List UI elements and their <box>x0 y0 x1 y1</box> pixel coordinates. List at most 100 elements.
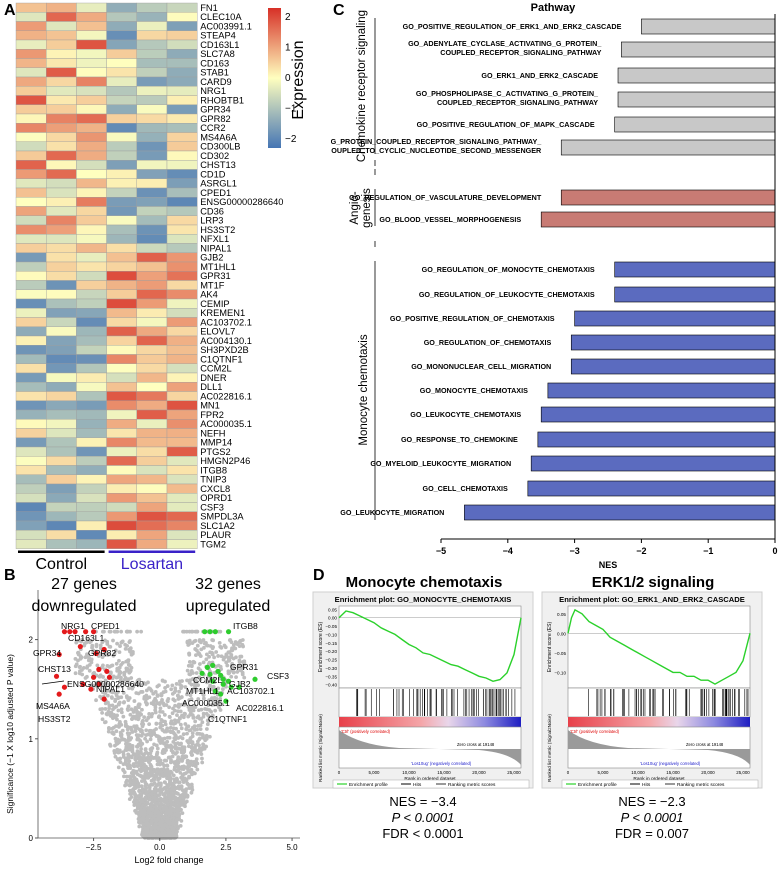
heatmap-cell <box>76 21 107 31</box>
heatmap-cell <box>166 234 198 244</box>
heatmap-cell <box>46 308 77 318</box>
heatmap-gene-label: AK4 <box>200 290 218 300</box>
heatmap-gene-label: NFXL1 <box>200 234 229 244</box>
volcano-point <box>129 665 134 670</box>
volcano-point <box>125 629 129 634</box>
volcano-down-point <box>83 629 89 635</box>
volcano-point <box>158 709 163 714</box>
volcano-point <box>165 808 170 813</box>
volcano-point <box>178 682 182 687</box>
volcano-point <box>90 643 95 648</box>
volcano-point <box>81 665 86 670</box>
volcano-point <box>177 716 182 720</box>
volcano-point <box>199 752 204 756</box>
heatmap-cell <box>136 289 168 300</box>
volcano-point <box>114 693 119 698</box>
volcano-up-label: AC022816.1 <box>236 703 284 713</box>
volcano-point <box>107 682 112 687</box>
rank-x-tick-label: 0 <box>338 770 341 775</box>
volcano-point <box>134 760 139 765</box>
volcano-point <box>139 769 144 773</box>
heatmap-cell <box>46 326 77 337</box>
volcano-point <box>138 682 142 687</box>
heatmap-cell <box>15 86 47 96</box>
volcano-down-label: CD163L1 <box>68 633 105 643</box>
volcano-point <box>158 819 163 824</box>
volcano-point <box>135 806 140 811</box>
volcano-point <box>135 629 140 634</box>
heatmap-cell <box>76 502 107 512</box>
volcano-point <box>137 705 141 710</box>
gsea-legend-box <box>561 779 759 789</box>
volcano-point <box>128 647 133 652</box>
heatmap-cell <box>166 372 198 383</box>
volcano-point <box>184 787 189 792</box>
heatmap-cell <box>46 511 77 522</box>
heatmap-cell <box>106 86 137 96</box>
heatmap-gene-label: CD163 <box>200 58 229 68</box>
heatmap-cell <box>166 289 198 300</box>
volcano-point <box>187 672 192 677</box>
volcano-point <box>117 740 122 745</box>
nes-bar <box>641 18 776 35</box>
volcano-point <box>130 790 134 795</box>
volcano-point <box>131 649 135 654</box>
volcano-point <box>94 644 99 649</box>
panel-letter-a: A <box>4 2 16 19</box>
volcano-point <box>231 642 236 647</box>
heatmap-cell <box>166 49 198 59</box>
heatmap-cell <box>46 261 77 272</box>
heatmap-cell <box>76 483 107 494</box>
volcano-point <box>127 779 132 784</box>
heatmap-cell <box>46 530 77 540</box>
volcano-point <box>152 742 156 747</box>
gsea-stat-line: P < 0.0001 <box>621 810 684 825</box>
heatmap-cell <box>106 317 137 327</box>
es-y-tick-label: 0.05 <box>557 612 566 617</box>
volcano-point <box>133 809 137 813</box>
volcano-point <box>191 687 196 692</box>
down-count-text: 27 genes <box>51 576 117 593</box>
volcano-point <box>220 687 225 691</box>
volcano-point <box>194 757 199 761</box>
volcano-down-label: GPR82 <box>88 648 116 658</box>
volcano-point <box>201 711 206 716</box>
volcano-point <box>151 789 156 794</box>
volcano-down-point <box>106 674 113 680</box>
volcano-point <box>176 817 181 822</box>
volcano-y-tick-label: 2 <box>29 636 34 645</box>
volcano-point <box>173 741 178 746</box>
volcano-point <box>240 642 245 647</box>
legend-hits-label: Hits <box>413 782 422 788</box>
heatmap-gene-label: TGM2 <box>200 539 226 549</box>
heatmap-gene-label: GJB2 <box>200 253 223 263</box>
heatmap-gene-label: STAB1 <box>200 68 229 78</box>
volcano-point <box>168 821 172 826</box>
volcano-point <box>105 693 110 698</box>
heatmap-cell <box>46 132 77 142</box>
volcano-y-tick-label: 1 <box>29 735 34 744</box>
heatmap-cell <box>136 419 168 429</box>
heatmap-cell <box>76 298 107 309</box>
heatmap-cell <box>15 150 47 161</box>
volcano-up-point <box>207 629 213 635</box>
heatmap-cell <box>46 150 77 161</box>
heatmap-cell <box>166 12 198 22</box>
es-y-tick-label: −0.10 <box>554 670 566 675</box>
heatmap-cell <box>15 132 47 142</box>
volcano-down-label: GPR34 <box>33 648 61 658</box>
volcano-point <box>218 696 223 701</box>
volcano-point <box>172 812 177 817</box>
volcano-point <box>128 712 133 717</box>
heatmap-gene-label: FPR2 <box>200 410 224 420</box>
volcano-point <box>103 720 107 725</box>
volcano-point <box>105 642 110 646</box>
volcano-point <box>199 707 204 712</box>
heatmap-cell <box>15 474 47 485</box>
volcano-point <box>178 696 183 700</box>
volcano-point <box>164 823 169 828</box>
volcano-point <box>128 737 132 742</box>
volcano-point <box>108 689 113 694</box>
rank-x-tick-label: 25,000 <box>736 770 750 775</box>
volcano-point <box>237 658 242 663</box>
